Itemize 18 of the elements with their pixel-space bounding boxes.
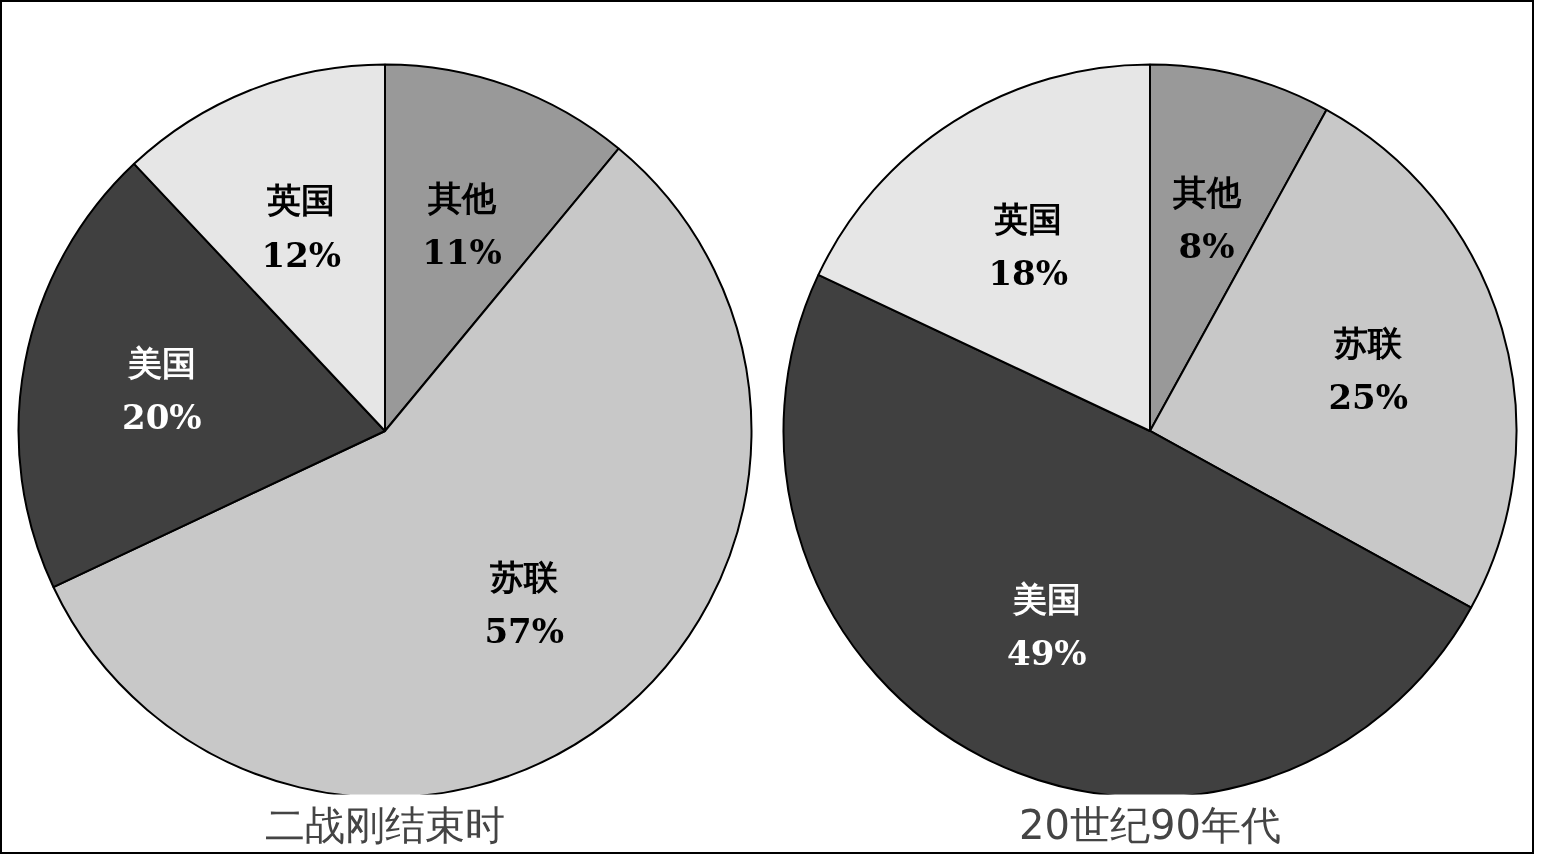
slice-label: 其他 [1171, 172, 1242, 213]
slice-label: 英国 [266, 180, 336, 221]
slice-label: 苏联 [489, 556, 560, 597]
slice-label: 美国 [126, 342, 196, 383]
data-label: 49% [1007, 633, 1087, 674]
data-label: 18% [988, 253, 1069, 294]
text: 20世纪90年代 [1019, 801, 1281, 848]
text: 二战刚结束时 [265, 801, 505, 848]
data-label: 12% [261, 234, 342, 275]
data-label: 8% [1178, 226, 1235, 267]
data-label: 57% [484, 610, 565, 651]
data-label: 25% [1328, 377, 1409, 418]
data-label: 20% [121, 397, 202, 438]
slice-label: 其他 [426, 178, 497, 219]
data-label: 11% [422, 232, 502, 273]
slice-label: 苏联 [1333, 322, 1404, 363]
slice-label: 美国 [1011, 578, 1081, 619]
slice-label: 英国 [993, 199, 1063, 240]
